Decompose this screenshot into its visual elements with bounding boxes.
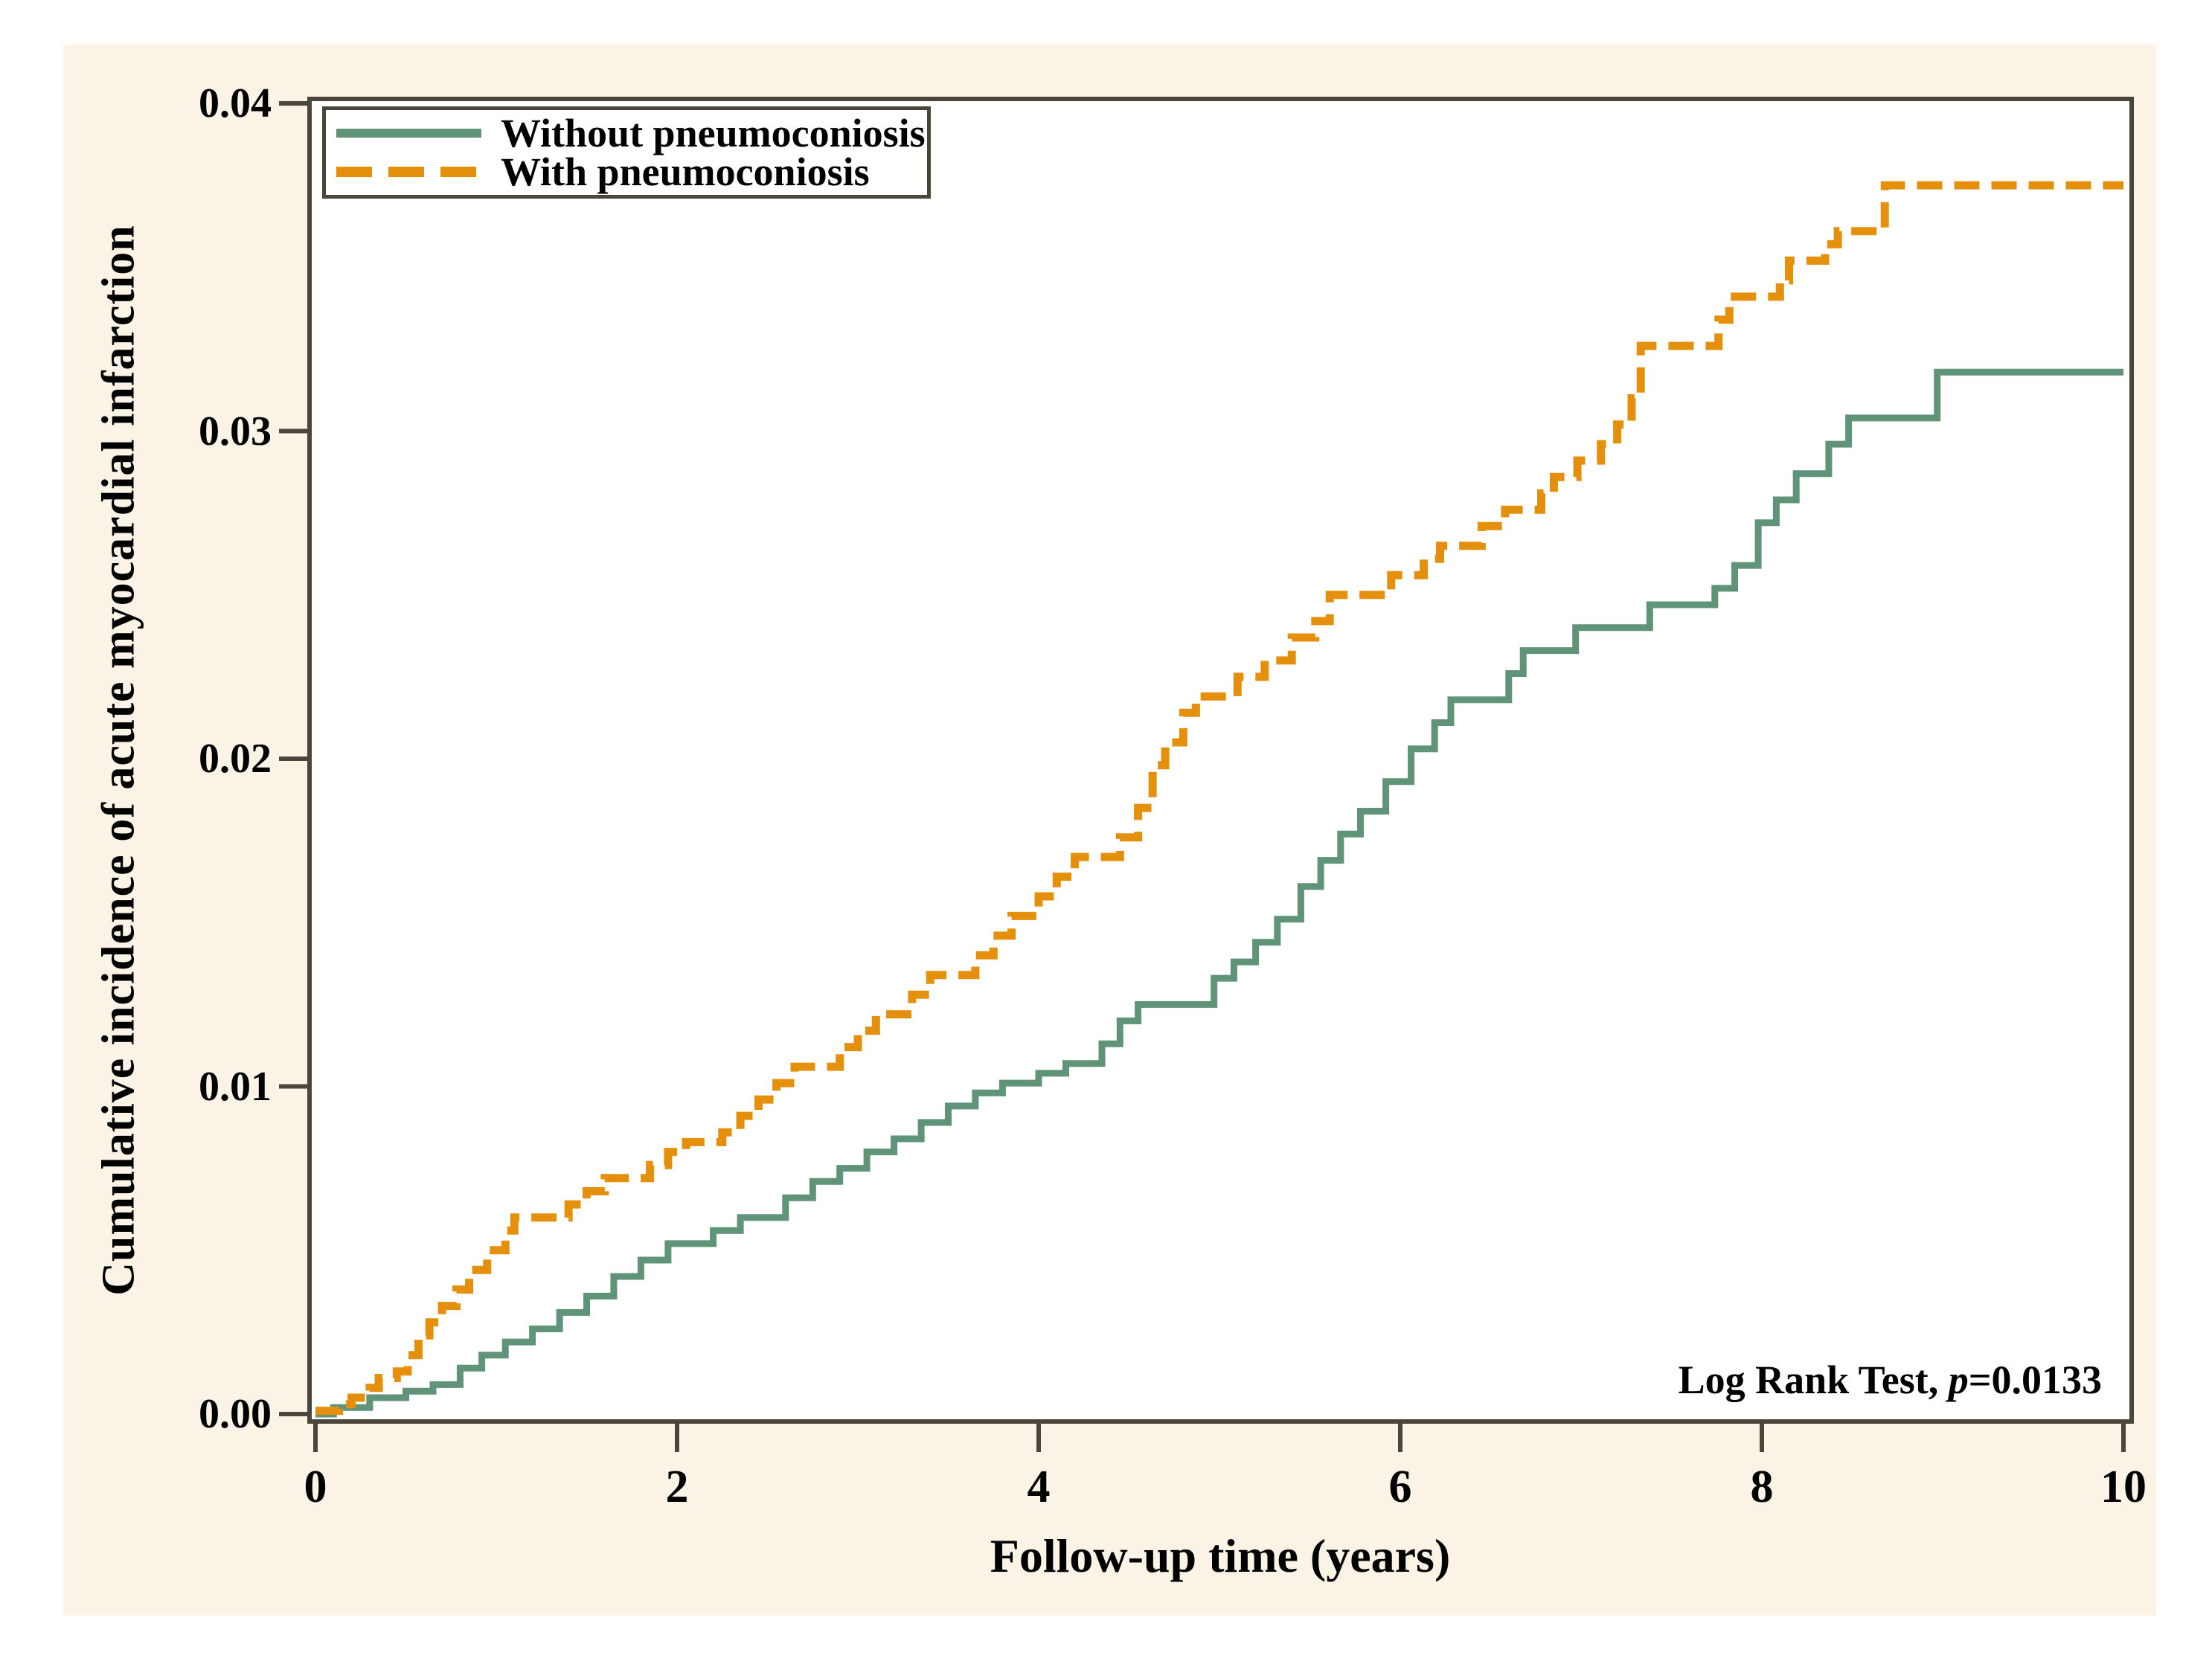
- x-tick-label: 6: [1388, 1462, 1412, 1512]
- log-rank-prefix: Log Rank Test,: [1678, 1358, 1949, 1402]
- x-tick-label: 2: [665, 1462, 689, 1512]
- y-tick-label: 0.03: [199, 408, 272, 454]
- x-tick-label: 4: [1027, 1462, 1051, 1512]
- plot-frame: [307, 97, 2134, 1424]
- x-tick-label: 10: [2100, 1462, 2147, 1512]
- log-rank-p-symbol: p: [1948, 1358, 1969, 1402]
- dashed-line-swatch-icon: [336, 167, 481, 178]
- legend-label: Without pneumoconiosis: [501, 110, 926, 155]
- x-tick-label: 0: [304, 1462, 327, 1512]
- plot-area: [279, 97, 2134, 1452]
- log-rank-annotation: Log Rank Test, p=0.0133: [1507, 1357, 2102, 1403]
- y-tick-label: 0.01: [199, 1063, 272, 1110]
- y-tick-label: 0.02: [199, 736, 272, 782]
- legend-item-without-pneumoconiosis: Without pneumoconiosis: [326, 111, 927, 155]
- legend-label: With pneumoconiosis: [501, 150, 870, 195]
- curve-without-pneumoconiosis: [315, 368, 2123, 1418]
- y-tick-label: 0.04: [199, 80, 272, 126]
- x-axis-title: Follow-up time (years): [990, 1529, 1451, 1582]
- log-rank-p-value: =0.0133: [1968, 1358, 2102, 1402]
- curve-with-pneumoconiosis: [315, 181, 2123, 1416]
- x-tick-label: 8: [1750, 1462, 1774, 1512]
- y-tick-label: 0.00: [199, 1391, 272, 1437]
- solid-line-swatch-icon: [336, 128, 481, 138]
- legend-box: Without pneumoconiosis With pneumoconios…: [322, 106, 931, 199]
- legend-item-with-pneumoconiosis: With pneumoconiosis: [326, 150, 927, 194]
